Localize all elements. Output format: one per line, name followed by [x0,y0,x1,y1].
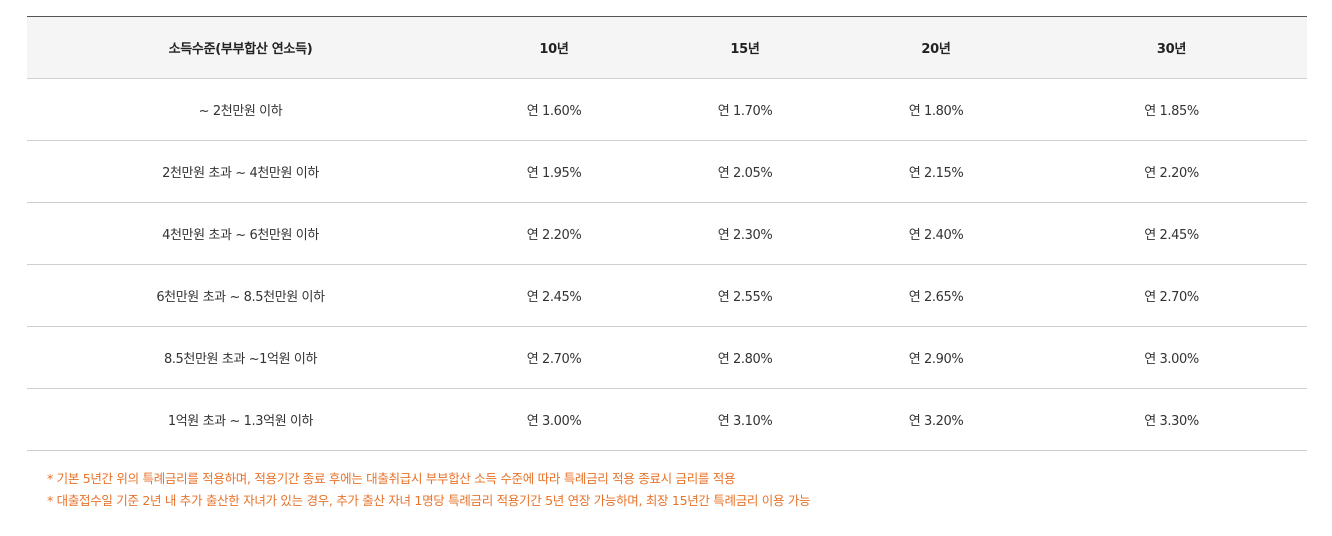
rate-cell: 연 1.80% [836,78,1036,141]
rate-cell: 연 3.20% [836,388,1036,451]
rate-cell: 연 2.90% [836,326,1036,389]
rate-cell: 연 1.70% [654,78,836,141]
footnotes: * 기본 5년간 위의 특례금리를 적용하며, 적용기간 종료 후에는 대출취급… [47,468,811,512]
rate-cell: 연 2.30% [654,202,836,265]
header-30-year: 30년 [1036,16,1307,79]
table-header: 소득수준(부부합산 연소득) 10년 15년 20년 30년 [27,16,1307,79]
table-row: ~ 2천만원 이하 연 1.60% 연 1.70% 연 1.80% 연 1.85… [27,78,1307,141]
rate-cell: 연 3.00% [454,388,654,451]
table-row: 2천만원 초과 ~ 4천만원 이하 연 1.95% 연 2.05% 연 2.15… [27,140,1307,203]
income-cell: 6천만원 초과 ~ 8.5천만원 이하 [27,264,454,327]
rate-cell: 연 2.40% [836,202,1036,265]
rate-cell: 연 1.95% [454,140,654,203]
rate-cell: 연 3.00% [1036,326,1307,389]
footnote: * 대출접수일 기준 2년 내 추가 출산한 자녀가 있는 경우, 추가 출산 … [47,493,811,508]
income-cell: ~ 2천만원 이하 [27,78,454,141]
header-10-year: 10년 [454,16,654,79]
rate-cell: 연 2.20% [1036,140,1307,203]
table-row: 8.5천만원 초과 ~1억원 이하 연 2.70% 연 2.80% 연 2.90… [27,326,1307,389]
income-cell: 1억원 초과 ~ 1.3억원 이하 [27,388,454,451]
interest-rate-table: 소득수준(부부합산 연소득) 10년 15년 20년 30년 ~ 2천만원 이하… [27,16,1307,451]
table-row: 4천만원 초과 ~ 6천만원 이하 연 2.20% 연 2.30% 연 2.40… [27,202,1307,265]
rate-cell: 연 2.70% [454,326,654,389]
rate-cell: 연 2.15% [836,140,1036,203]
footnote: * 기본 5년간 위의 특례금리를 적용하며, 적용기간 종료 후에는 대출취급… [47,471,736,486]
rate-cell: 연 2.05% [654,140,836,203]
header-income-level: 소득수준(부부합산 연소득) [27,16,454,79]
header-row: 소득수준(부부합산 연소득) 10년 15년 20년 30년 [27,16,1307,79]
income-cell: 8.5천만원 초과 ~1억원 이하 [27,326,454,389]
rate-cell: 연 2.45% [1036,202,1307,265]
rate-cell: 연 1.60% [454,78,654,141]
rate-cell: 연 3.30% [1036,388,1307,451]
rate-cell: 연 2.70% [1036,264,1307,327]
table-body: ~ 2천만원 이하 연 1.60% 연 1.70% 연 1.80% 연 1.85… [27,78,1307,451]
rate-cell: 연 2.20% [454,202,654,265]
table-row: 6천만원 초과 ~ 8.5천만원 이하 연 2.45% 연 2.55% 연 2.… [27,264,1307,327]
rate-cell: 연 1.85% [1036,78,1307,141]
rate-cell: 연 2.65% [836,264,1036,327]
rate-cell: 연 2.80% [654,326,836,389]
rate-cell: 연 3.10% [654,388,836,451]
table-row: 1억원 초과 ~ 1.3억원 이하 연 3.00% 연 3.10% 연 3.20… [27,388,1307,451]
header-15-year: 15년 [654,16,836,79]
income-cell: 2천만원 초과 ~ 4천만원 이하 [27,140,454,203]
header-20-year: 20년 [836,16,1036,79]
income-cell: 4천만원 초과 ~ 6천만원 이하 [27,202,454,265]
rate-cell: 연 2.45% [454,264,654,327]
rate-cell: 연 2.55% [654,264,836,327]
